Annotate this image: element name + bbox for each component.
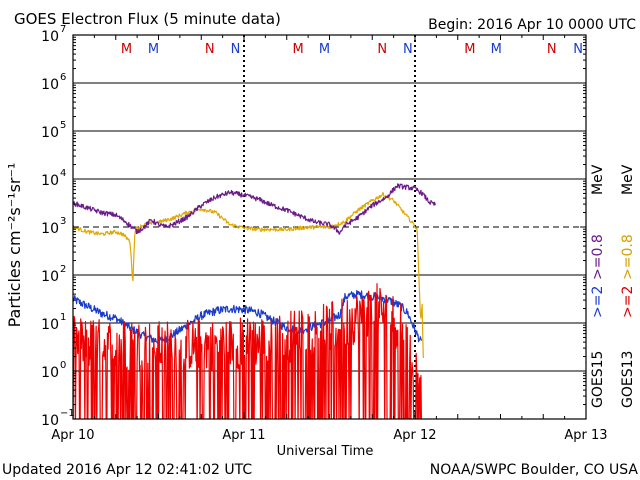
- y-tick-label: 10: [41, 29, 59, 45]
- x-tick-label: Apr 13: [564, 428, 607, 443]
- y-tick-label: 10: [41, 317, 59, 333]
- chart-title: GOES Electron Flux (5 minute data): [14, 10, 281, 28]
- x-tick-label: Apr 12: [393, 428, 436, 443]
- mn-marker: M: [121, 42, 132, 57]
- y-tick-exponent: 0: [60, 360, 66, 371]
- mn-marker: N: [231, 42, 241, 57]
- legend-goes13-08: >=0.8: [620, 234, 636, 280]
- mn-marker: M: [319, 42, 330, 57]
- y-tick-exponent: 2: [60, 264, 66, 275]
- x-tick-label: Apr 11: [222, 428, 265, 443]
- series-line: [73, 191, 424, 359]
- mn-marker: N: [377, 42, 387, 57]
- y-tick-label: 10: [41, 221, 59, 237]
- credit-label: NOAA/SWPC Boulder, CO USA: [430, 462, 639, 478]
- mn-marker: M: [293, 42, 304, 57]
- legend-goes13-2: >=2: [620, 286, 636, 318]
- y-tick-exponent: 1: [60, 312, 66, 323]
- y-tick-exponent: 4: [60, 168, 66, 179]
- legend-unit-g15: MeV: [590, 164, 606, 195]
- series-group: [73, 183, 436, 419]
- y-tick-label: 10: [41, 269, 59, 285]
- x-ticks: Apr 10 Apr 11 Apr 12 Apr 13: [51, 35, 608, 443]
- series-line: [73, 289, 423, 346]
- y-tick-label: 10: [41, 77, 59, 93]
- mn-marker: N: [205, 42, 215, 57]
- legend-goes13-label: GOES13: [620, 351, 636, 408]
- x-tick-label: Apr 10: [51, 428, 94, 443]
- y-axis-label: Particles cm⁻²s⁻¹sr⁻¹: [5, 163, 24, 328]
- series-line: [73, 283, 422, 419]
- y-tick-exponent: 6: [60, 72, 66, 83]
- begin-label: Begin: 2016 Apr 10 0000 UTC: [428, 17, 636, 33]
- mn-marker: N: [403, 42, 413, 57]
- legend-goes15-08: >=0.8: [590, 234, 606, 280]
- y-tick-exponent: 3: [60, 216, 66, 227]
- mn-marker: N: [547, 42, 557, 57]
- updated-label: Updated 2016 Apr 12 02:41:02 UTC: [2, 462, 252, 478]
- series-line: [73, 183, 436, 235]
- mn-marker: N: [573, 42, 583, 57]
- legend: >=0.8 >=0.8 MeV MeV >=2 >=2 GOES13 GOES15: [590, 164, 636, 408]
- mn-marker: M: [464, 42, 475, 57]
- legend-unit-g13: MeV: [620, 164, 636, 195]
- legend-goes15-label: GOES15: [590, 351, 606, 408]
- y-tick-exponent: 5: [60, 120, 66, 131]
- x-axis-label: Universal Time: [277, 444, 374, 459]
- y-tick-label: 10: [41, 365, 59, 381]
- legend-goes15-2: >=2: [590, 286, 606, 318]
- y-tick-label: 10: [41, 413, 59, 429]
- y-tick-label: 10: [41, 173, 59, 189]
- y-tick-exponent: −1: [60, 408, 75, 419]
- mn-marker: M: [491, 42, 502, 57]
- y-tick-label: 10: [41, 125, 59, 141]
- y-tick-exponent: 7: [60, 24, 66, 35]
- mn-marker: M: [148, 42, 159, 57]
